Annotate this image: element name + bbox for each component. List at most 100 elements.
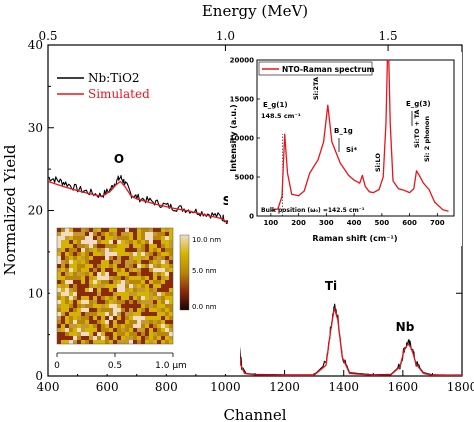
- afm-pixel: [157, 240, 161, 244]
- afm-pixel: [149, 268, 153, 272]
- afm-pixel: [133, 232, 137, 236]
- afm-pixel: [73, 236, 77, 240]
- afm-pixel: [169, 272, 173, 276]
- x-tick-label: 1000: [210, 380, 241, 394]
- afm-colorbar-tick-top: 10.0 nm: [192, 236, 221, 244]
- raman-x-tick-label: 700: [430, 219, 445, 227]
- afm-pixel: [133, 324, 137, 328]
- afm-pixel: [149, 308, 153, 312]
- afm-pixel: [69, 292, 73, 296]
- afm-pixel: [97, 316, 101, 320]
- afm-pixel: [133, 308, 137, 312]
- afm-pixel: [113, 332, 117, 336]
- afm-pixel: [73, 320, 77, 324]
- afm-pixel: [125, 292, 129, 296]
- afm-pixel: [161, 244, 165, 248]
- afm-pixel: [65, 252, 69, 256]
- afm-pixel: [69, 304, 73, 308]
- afm-pixel: [109, 292, 113, 296]
- afm-pixel: [93, 304, 97, 308]
- afm-pixel: [73, 288, 77, 292]
- afm-inset: 10.0 nm 5.0 nm 0.0 nm 0 0.5 1.0 μm: [50, 224, 240, 374]
- afm-pixel: [93, 236, 97, 240]
- afm-pixel: [149, 240, 153, 244]
- afm-pixel: [145, 256, 149, 260]
- afm-pixel: [57, 320, 61, 324]
- afm-pixel: [137, 288, 141, 292]
- afm-pixel: [165, 296, 169, 300]
- afm-pixel: [105, 316, 109, 320]
- afm-pixel: [113, 264, 117, 268]
- afm-pixel: [109, 340, 113, 344]
- afm-pixel: [93, 252, 97, 256]
- afm-pixel: [89, 276, 93, 280]
- y-tick-label: 40: [28, 38, 43, 52]
- afm-pixel: [161, 288, 165, 292]
- afm-pixel: [89, 320, 93, 324]
- afm-pixel: [65, 244, 69, 248]
- afm-pixel: [117, 308, 121, 312]
- afm-pixel: [157, 292, 161, 296]
- y-tick-label: 30: [28, 121, 43, 135]
- afm-scale-label-1: 1.0 μm: [155, 361, 187, 371]
- afm-pixel: [93, 280, 97, 284]
- afm-pixel: [105, 276, 109, 280]
- afm-pixel: [153, 292, 157, 296]
- afm-pixel: [93, 340, 97, 344]
- afm-pixel: [153, 244, 157, 248]
- afm-pixel: [117, 248, 121, 252]
- afm-pixel: [117, 268, 121, 272]
- afm-pixel: [69, 248, 73, 252]
- afm-pixel: [77, 244, 81, 248]
- afm-pixel: [133, 268, 137, 272]
- raman-annotation-eg1: E_g(1): [263, 101, 288, 109]
- afm-pixel: [85, 240, 89, 244]
- afm-pixel: [109, 308, 113, 312]
- afm-pixel: [125, 232, 129, 236]
- afm-pixel: [113, 232, 117, 236]
- afm-pixel: [129, 268, 133, 272]
- afm-pixel: [73, 276, 77, 280]
- afm-pixel: [73, 312, 77, 316]
- afm-pixel: [57, 272, 61, 276]
- afm-pixel: [137, 320, 141, 324]
- afm-pixel: [109, 232, 113, 236]
- afm-pixel: [69, 228, 73, 232]
- afm-pixel: [149, 340, 153, 344]
- afm-pixel: [129, 280, 133, 284]
- afm-pixel: [105, 268, 109, 272]
- afm-pixel: [101, 328, 105, 332]
- raman-y-tick-label: 10000: [230, 135, 254, 143]
- legend-label-nb-tio2: Nb:TiO2: [88, 71, 140, 85]
- afm-pixel: [145, 268, 149, 272]
- afm-pixel: [145, 324, 149, 328]
- afm-pixel: [61, 296, 65, 300]
- afm-pixel: [133, 300, 137, 304]
- afm-pixel: [157, 296, 161, 300]
- afm-pixel: [145, 296, 149, 300]
- afm-pixel: [133, 292, 137, 296]
- afm-pixel: [117, 260, 121, 264]
- afm-pixel: [161, 324, 165, 328]
- afm-pixel: [69, 336, 73, 340]
- afm-pixel: [73, 284, 77, 288]
- afm-pixel: [57, 240, 61, 244]
- x-axis-label: Channel: [223, 406, 286, 422]
- afm-pixel: [101, 296, 105, 300]
- afm-pixel: [153, 240, 157, 244]
- afm-pixel: [145, 240, 149, 244]
- afm-pixel: [125, 236, 129, 240]
- afm-pixel: [169, 232, 173, 236]
- afm-pixel: [105, 256, 109, 260]
- afm-pixel: [157, 340, 161, 344]
- afm-pixel: [81, 336, 85, 340]
- afm-pixel: [89, 256, 93, 260]
- afm-pixel: [97, 268, 101, 272]
- x-tick-label: 400: [37, 380, 60, 394]
- afm-pixel: [145, 244, 149, 248]
- afm-pixel: [153, 236, 157, 240]
- afm-pixel: [125, 324, 129, 328]
- afm-pixel: [169, 268, 173, 272]
- raman-annotation-b1g: B_1g: [334, 127, 353, 135]
